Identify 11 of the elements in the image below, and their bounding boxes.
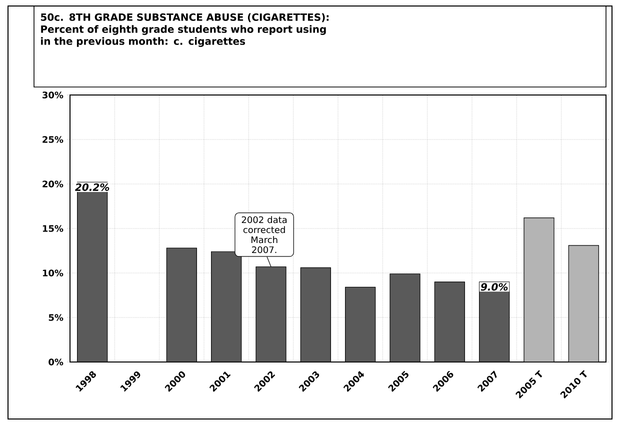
- y-tick-label: 15%: [42, 225, 64, 232]
- annotation: 2002 data corrected March 2007.: [242, 216, 287, 254]
- y-tick-label: 0%: [48, 358, 64, 366]
- y-tick-label: 30%: [42, 92, 64, 98]
- y-tick-label: 20%: [42, 180, 64, 188]
- chart-title: 50c. 8TH GRADE SUBSTANCE ABUSE (CIGARETTES): Percent of eighth grade students who report using in the previous month: c. cigarettes: [40, 13, 329, 47]
- y-tick-label: 25%: [42, 136, 64, 143]
- data-label: 20.2%: [75, 183, 110, 191]
- y-tick-label: 5%: [48, 314, 64, 321]
- data-label: 9.0%: [480, 283, 508, 291]
- y-tick-label: 10%: [42, 270, 64, 276]
